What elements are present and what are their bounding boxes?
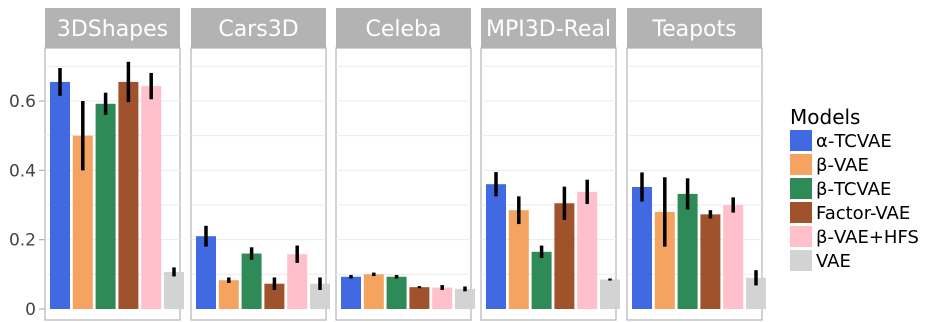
bar (287, 254, 308, 309)
bar (363, 274, 384, 309)
bar (486, 184, 506, 309)
facet-label: Celeba (366, 17, 442, 42)
legend-label: α-TCVAE (816, 131, 892, 152)
bar (508, 210, 529, 309)
facet-panel: Teapots (626, 8, 766, 321)
bar (432, 287, 453, 309)
bar (141, 86, 162, 310)
bar (723, 205, 744, 309)
legend-label: VAE (816, 251, 851, 272)
facet-label: Cars3D (218, 17, 298, 42)
facet-panel: Celeba (335, 8, 475, 321)
bar (600, 279, 620, 309)
legend-swatch (790, 226, 812, 247)
y-tick-label: 0.2 (9, 231, 36, 251)
legend-title: Models (790, 105, 860, 129)
legend-label: β-VAE+HFS (816, 227, 919, 248)
bar (218, 280, 239, 309)
bar (118, 81, 139, 309)
bar (632, 186, 652, 309)
legend-label: β-TCVAE (816, 179, 891, 200)
bar (241, 253, 262, 309)
facet-panel: 3DShapes (44, 8, 184, 321)
facet-panels: 3DShapes Cars3D Celeba MPI3D-Real Teapots (44, 8, 766, 321)
bar (746, 277, 766, 309)
bar (341, 276, 361, 309)
y-axis: 0 0.2 0.4 0.6 (9, 92, 45, 320)
facet-strip (627, 8, 762, 48)
legend-swatch (790, 250, 812, 271)
legend-label: Factor-VAE (816, 203, 910, 224)
facet-label: MPI3D-Real (486, 17, 611, 42)
y-tick-label: 0.4 (9, 161, 36, 181)
facet-strip (336, 8, 471, 48)
bar (386, 276, 407, 309)
facet-label: 3DShapes (57, 17, 168, 42)
bar (72, 135, 93, 309)
facet-panel: Cars3D (190, 8, 330, 321)
bar (455, 288, 475, 309)
legend-swatch (790, 202, 812, 223)
facet-panel: MPI3D-Real (480, 8, 620, 321)
legend-label: β-VAE (816, 155, 869, 176)
facet-label: Teapots (651, 17, 736, 42)
facet-strip (45, 8, 180, 48)
bar (409, 287, 430, 309)
y-tick-label: 0.6 (9, 92, 36, 112)
bar (577, 191, 598, 309)
bar (700, 214, 721, 309)
bar (554, 203, 575, 309)
legend-swatch (790, 154, 812, 175)
bar (196, 236, 216, 309)
bar (50, 81, 70, 309)
bar (654, 211, 675, 309)
bar (264, 283, 285, 309)
bar (677, 193, 698, 309)
bar (531, 251, 552, 309)
legend-swatch (790, 130, 812, 151)
y-tick-label: 0 (25, 300, 36, 320)
facet-strip (191, 8, 326, 48)
legend: Models α-TCVAE β-VAE β-TCVAE Factor-VAE β-VA… (790, 105, 919, 272)
bar (95, 103, 116, 309)
facet-strip (481, 8, 616, 48)
bar (164, 271, 184, 309)
legend-swatch (790, 178, 812, 199)
bar (310, 283, 330, 309)
